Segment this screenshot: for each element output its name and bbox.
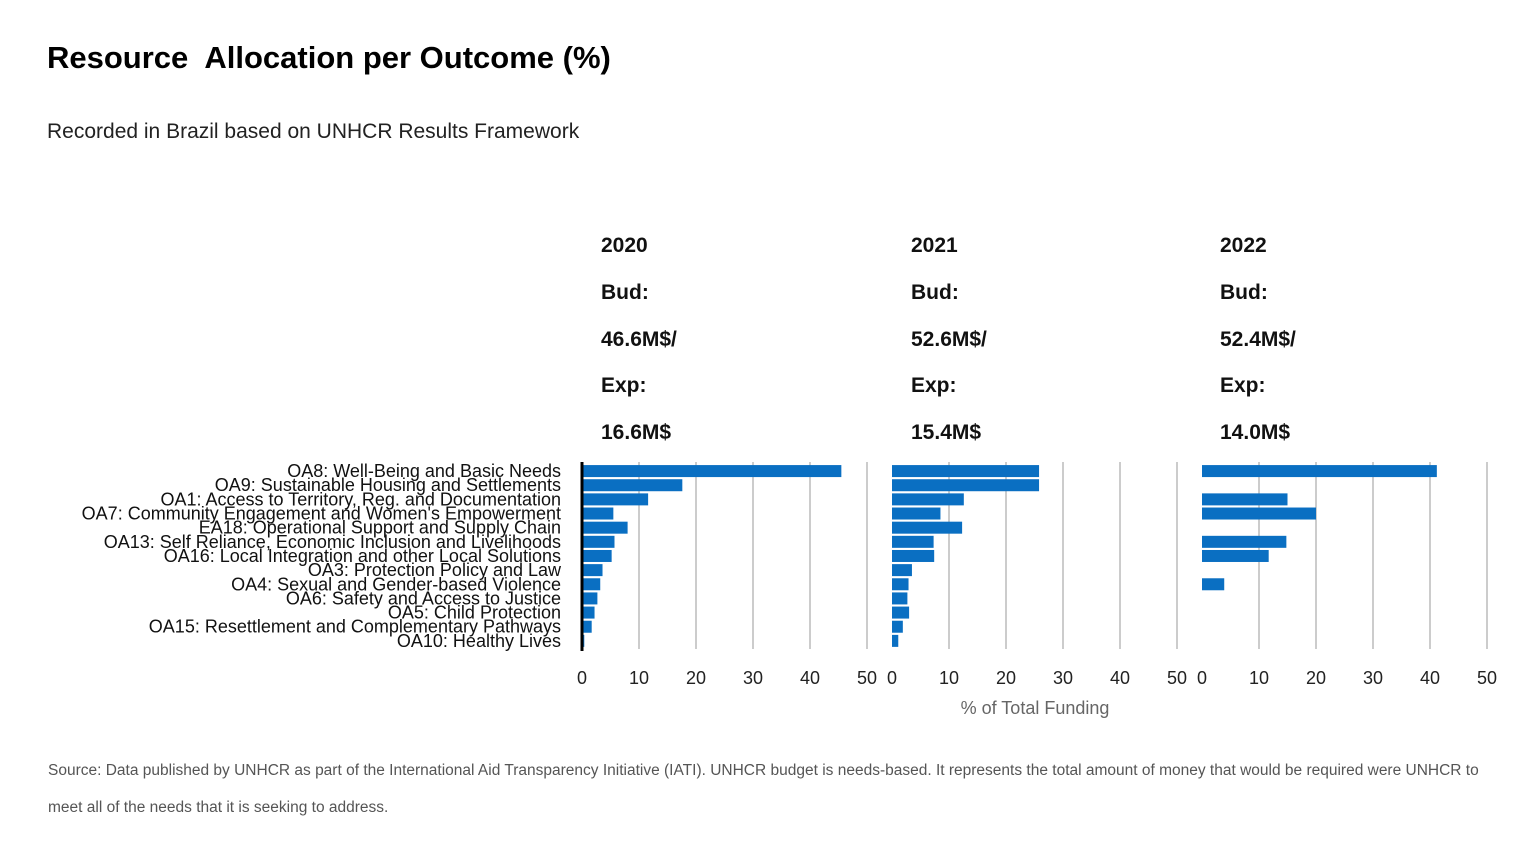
panel-year: 2021 (911, 234, 958, 257)
x-tick-label: 40 (1420, 668, 1440, 688)
bar (582, 521, 628, 534)
x-tick-label: 0 (1197, 668, 1207, 688)
chart-title: Resource Allocation per Outcome (%) (47, 40, 611, 75)
x-tick-label: 0 (577, 668, 587, 688)
x-tick-label: 10 (1249, 668, 1269, 688)
bar (892, 620, 903, 633)
expenditure-label: Exp: (911, 374, 957, 398)
x-tick-label: 10 (629, 668, 649, 688)
x-tick-label: 50 (857, 668, 877, 688)
bar (892, 634, 899, 647)
x-tick-label: 20 (686, 668, 706, 688)
category-label: OA16: Local Integration and other Local … (164, 546, 561, 566)
bar (582, 578, 601, 591)
budget-label: Bud: (911, 280, 959, 304)
bar (582, 535, 615, 548)
budget-label: Bud: (601, 280, 649, 304)
expenditure-label: Exp: (1220, 374, 1266, 398)
bar (892, 578, 909, 591)
expenditure-value: 15.4M$ (911, 421, 982, 444)
bar (582, 564, 603, 577)
bar (582, 620, 592, 633)
bar (582, 479, 683, 492)
bar (1202, 465, 1437, 478)
category-label: OA13: Self Reliance, Economic Inclusion … (104, 532, 561, 552)
x-tick-label: 50 (1477, 668, 1497, 688)
category-label: OA4: Sexual and Gender-based Violence (231, 574, 561, 594)
bar (892, 564, 912, 577)
panel-header-2022: 2022 Bud: 52.4M$/ Exp: 14.0M$ (1220, 232, 1400, 466)
budget-value: 52.6M$/ (911, 327, 987, 351)
bar (1202, 549, 1269, 562)
x-tick-label: 10 (939, 668, 959, 688)
panel-header-2021: 2021 Bud: 52.6M$/ Exp: 15.4M$ (911, 232, 1091, 466)
bar (1202, 493, 1288, 506)
x-tick-label: 50 (1167, 668, 1187, 688)
x-tick-label: 30 (1053, 668, 1073, 688)
panel-year: 2022 (1220, 234, 1267, 257)
bar (1202, 507, 1316, 520)
bar (582, 507, 614, 520)
bar (892, 507, 941, 520)
budget-value: 52.4M$/ (1220, 327, 1296, 351)
category-label: EA18: Operational Support and Supply Cha… (199, 518, 561, 538)
bar (892, 592, 908, 605)
x-tick-label: 40 (800, 668, 820, 688)
panel-year: 2020 (601, 234, 648, 257)
bar (582, 549, 612, 562)
budget-label: Bud: (1220, 280, 1268, 304)
category-label: OA6: Safety and Access to Justice (286, 588, 561, 608)
x-tick-label: 20 (1306, 668, 1326, 688)
category-label: OA9: Sustainable Housing and Settlements (215, 475, 561, 495)
bar (582, 606, 595, 619)
budget-value: 46.6M$/ (601, 327, 677, 351)
expenditure-value: 16.6M$ (601, 421, 672, 444)
bar (892, 479, 1040, 492)
expenditure-value: 14.0M$ (1220, 421, 1291, 444)
x-tick-label: 40 (1110, 668, 1130, 688)
bar (892, 549, 935, 562)
bar (582, 465, 842, 478)
category-label: OA8: Well-Being and Basic Needs (287, 461, 561, 481)
bar (1202, 535, 1287, 548)
bar (892, 606, 910, 619)
category-label: OA10: Healthy Lives (397, 631, 561, 651)
bar (582, 493, 649, 506)
x-tick-label: 30 (1363, 668, 1383, 688)
chart-subtitle: Recorded in Brazil based on UNHCR Result… (47, 120, 580, 143)
bar (892, 521, 963, 534)
x-tick-label: 20 (996, 668, 1016, 688)
bar (892, 493, 964, 506)
x-axis-title: % of Total Funding (961, 698, 1110, 718)
x-tick-label: 0 (887, 668, 897, 688)
bar (892, 465, 1040, 478)
category-label: OA3: Protection Policy and Law (308, 560, 562, 580)
category-label: OA7: Community Engagement and Women's Em… (82, 504, 561, 524)
category-label: OA1: Access to Territory, Reg. and Docum… (160, 489, 561, 509)
category-label: OA15: Resettlement and Complementary Pat… (149, 617, 561, 637)
category-label: OA5: Child Protection (388, 603, 561, 623)
bar (892, 535, 934, 548)
panel-header-2020: 2020 Bud: 46.6M$/ Exp: 16.6M$ (601, 232, 781, 466)
bar (582, 592, 598, 605)
bar (1202, 578, 1225, 591)
source-note: Source: Data published by UNHCR as part … (48, 762, 1479, 816)
x-tick-label: 30 (743, 668, 763, 688)
expenditure-label: Exp: (601, 374, 647, 398)
